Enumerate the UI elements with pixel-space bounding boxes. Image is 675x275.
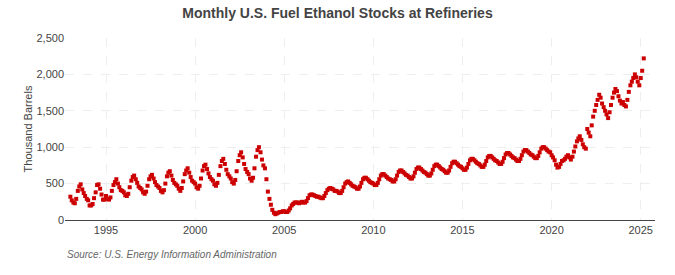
svg-text:Monthly U.S. Fuel Ethanol Stoc: Monthly U.S. Fuel Ethanol Stocks at Refi… <box>182 5 493 21</box>
svg-text:2,000: 2,000 <box>36 68 64 80</box>
svg-text:2010: 2010 <box>361 224 385 236</box>
svg-text:2015: 2015 <box>450 224 474 236</box>
svg-text:Thousand Barrels: Thousand Barrels <box>22 85 34 172</box>
svg-text:2020: 2020 <box>539 224 563 236</box>
svg-text:0: 0 <box>58 214 64 226</box>
svg-text:1,500: 1,500 <box>36 105 64 117</box>
svg-text:1995: 1995 <box>94 224 118 236</box>
svg-text:2,500: 2,500 <box>36 32 64 44</box>
svg-text:2000: 2000 <box>183 224 207 236</box>
svg-text:2025: 2025 <box>628 224 652 236</box>
svg-text:500: 500 <box>46 177 64 189</box>
svg-text:Source: U.S. Energy Informatio: Source: U.S. Energy Information Administ… <box>67 249 277 260</box>
svg-text:2005: 2005 <box>272 224 296 236</box>
svg-text:1,000: 1,000 <box>36 141 64 153</box>
